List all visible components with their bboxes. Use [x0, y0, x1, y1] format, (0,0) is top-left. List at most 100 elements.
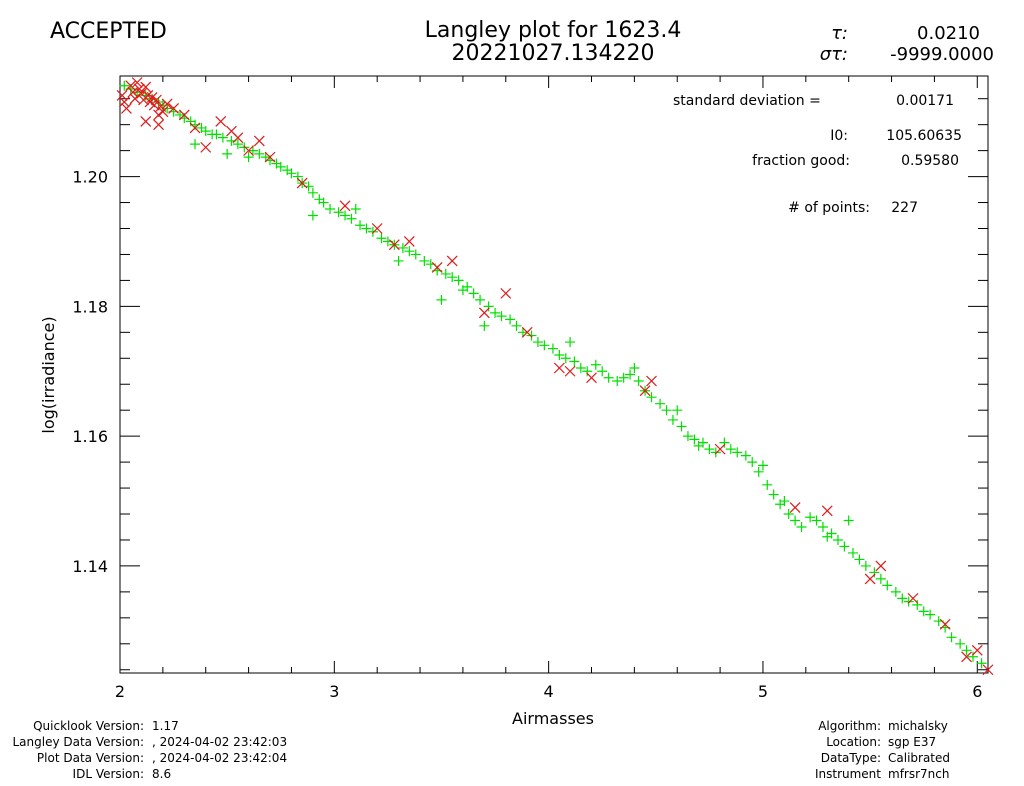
good-point	[847, 547, 858, 558]
good-point	[633, 375, 644, 386]
good-point	[511, 320, 522, 331]
quicklook-version-value: 1.17	[152, 719, 179, 733]
rejected-point	[339, 200, 351, 212]
good-point	[247, 145, 258, 156]
good-point	[453, 275, 464, 286]
good-point	[612, 375, 623, 386]
algorithm-value: michalsky	[888, 719, 948, 733]
good-point	[912, 599, 923, 610]
good-point	[419, 255, 430, 266]
good-point	[704, 444, 715, 455]
rejected-point	[971, 644, 983, 656]
good-point	[918, 606, 929, 617]
good-point	[554, 350, 565, 361]
good-point	[325, 204, 336, 215]
x-tick-label: 2	[115, 682, 125, 701]
good-point	[200, 126, 211, 137]
good-point	[590, 359, 601, 370]
good-point	[757, 460, 768, 471]
x-tick-label: 5	[758, 682, 768, 701]
rejected-point	[178, 109, 190, 121]
good-point	[307, 187, 318, 198]
good-point	[790, 515, 801, 526]
status-label: ACCEPTED	[50, 19, 167, 44]
rejected-point	[521, 326, 533, 338]
datatype-label: DataType:	[821, 751, 881, 765]
rejected-point	[189, 122, 201, 134]
y-tick-label: 1.16	[72, 427, 108, 446]
good-point	[447, 272, 458, 283]
footer-right: Algorithm: michalsky Location: sgp E37 D…	[815, 719, 950, 781]
good-point	[710, 447, 721, 458]
good-point	[779, 496, 790, 507]
datatype-value: Calibrated	[888, 751, 950, 765]
good-point	[217, 132, 228, 143]
x-axis-label: Airmasses	[512, 709, 594, 728]
good-point	[768, 489, 779, 500]
rejected-point	[478, 307, 490, 319]
good-point	[547, 343, 558, 354]
good-point	[811, 515, 822, 526]
rejected-point	[939, 618, 951, 630]
good-point	[762, 479, 773, 490]
tau-label: τ:	[831, 23, 848, 44]
sigma-tau-label: στ:	[820, 44, 848, 65]
good-point	[753, 466, 764, 477]
good-point	[961, 645, 972, 656]
good-point	[955, 638, 966, 649]
num-points-label: # of points:	[788, 200, 870, 216]
good-point	[796, 521, 807, 532]
good-point	[575, 363, 586, 374]
rejected-point	[564, 365, 576, 377]
good-point	[925, 609, 936, 620]
good-point	[565, 337, 576, 348]
good-point	[496, 311, 507, 322]
tau-value: 0.0210	[917, 23, 980, 44]
good-point	[903, 596, 914, 607]
y-axis-label: log(irradiance)	[39, 316, 58, 433]
good-point	[725, 444, 736, 455]
rejected-point	[875, 560, 887, 572]
sigma-tau-value: -9999.0000	[890, 44, 994, 65]
data-points	[116, 77, 994, 676]
rejected-point	[151, 94, 162, 106]
good-point	[897, 593, 908, 604]
y-tick-label: 1.18	[72, 297, 108, 316]
good-point	[490, 307, 501, 318]
good-point	[582, 366, 593, 377]
rejected-point	[388, 239, 400, 251]
rejected-point	[131, 77, 143, 88]
plot-title-line1: Langley plot for 1623.4	[425, 18, 682, 43]
rejected-point	[446, 255, 458, 267]
good-point	[817, 521, 828, 532]
good-point	[805, 512, 816, 523]
rejected-point	[821, 505, 833, 517]
good-point	[843, 515, 854, 526]
good-point	[292, 171, 303, 182]
rejected-point	[121, 103, 132, 114]
good-point	[822, 531, 833, 542]
good-point	[603, 372, 614, 383]
good-point	[661, 405, 672, 416]
good-point	[946, 632, 957, 643]
good-point	[532, 337, 543, 348]
langley-data-version-value: , 2024-04-02 23:42:03	[152, 735, 287, 749]
good-point	[693, 440, 704, 451]
good-point	[286, 168, 297, 179]
rejected-point	[116, 90, 128, 101]
good-point	[505, 314, 516, 325]
good-point	[275, 161, 286, 172]
good-point	[719, 437, 730, 448]
good-point	[667, 414, 678, 425]
good-point	[629, 363, 640, 374]
good-point	[239, 142, 250, 153]
rejected-point	[982, 664, 994, 676]
good-point	[404, 246, 415, 257]
good-point	[682, 431, 693, 442]
rejected-point	[253, 135, 265, 147]
good-point	[967, 651, 978, 662]
good-point	[410, 249, 421, 260]
good-point	[832, 534, 843, 545]
good-point	[882, 580, 893, 591]
x-tick-label: 4	[544, 682, 554, 701]
